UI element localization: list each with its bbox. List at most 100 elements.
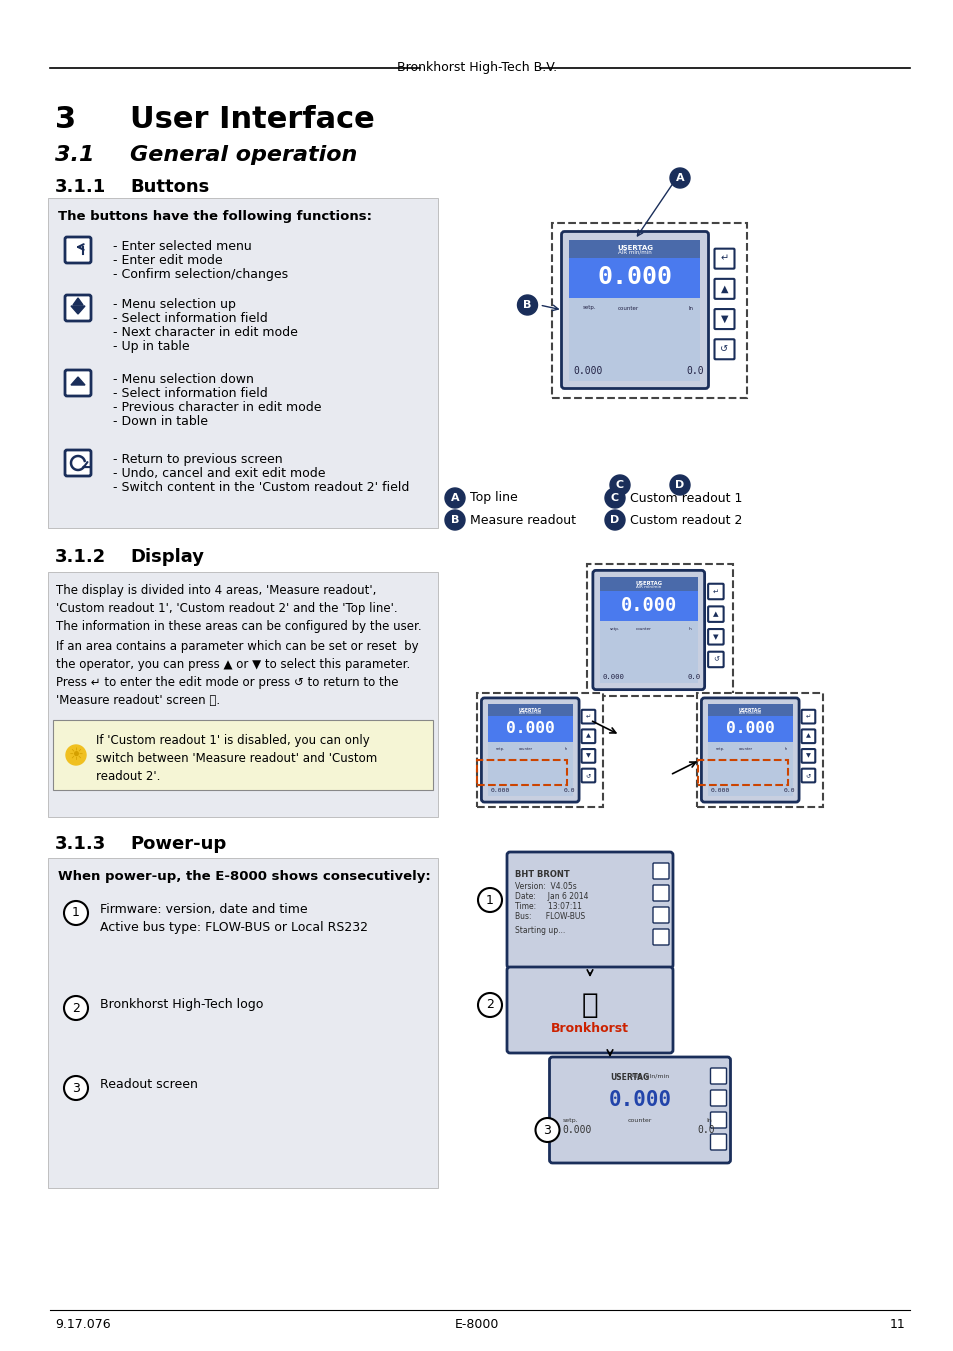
Text: The buttons have the following functions:: The buttons have the following functions… <box>58 209 372 223</box>
FancyBboxPatch shape <box>801 730 815 743</box>
Polygon shape <box>71 377 85 385</box>
Text: If an area contains a parameter which can be set or reset  by
the operator, you : If an area contains a parameter which ca… <box>56 640 418 707</box>
Text: 1: 1 <box>72 907 80 920</box>
Text: AIR mln/min: AIR mln/min <box>739 711 760 715</box>
FancyBboxPatch shape <box>586 565 732 696</box>
FancyBboxPatch shape <box>652 907 668 923</box>
Text: Starting up...: Starting up... <box>515 925 565 935</box>
Circle shape <box>64 996 88 1020</box>
Text: ▼: ▼ <box>720 313 727 324</box>
Text: Version:  V4.05s: Version: V4.05s <box>515 882 577 892</box>
Text: 0.000: 0.000 <box>710 788 729 793</box>
FancyBboxPatch shape <box>65 295 91 322</box>
FancyBboxPatch shape <box>696 693 822 807</box>
FancyBboxPatch shape <box>552 223 747 397</box>
Text: - Undo, cancel and exit edit mode: - Undo, cancel and exit edit mode <box>112 467 325 480</box>
Text: Buttons: Buttons <box>130 178 209 196</box>
Text: - Next character in edit mode: - Next character in edit mode <box>112 326 297 339</box>
Text: ↺: ↺ <box>585 773 591 778</box>
Text: setp.: setp. <box>496 747 505 751</box>
FancyBboxPatch shape <box>549 1056 730 1163</box>
Text: 0.0: 0.0 <box>687 674 700 680</box>
Text: counter: counter <box>635 627 651 631</box>
Text: ↵: ↵ <box>720 254 728 263</box>
Text: BHT BRONT: BHT BRONT <box>515 870 569 880</box>
Text: ▲: ▲ <box>720 284 727 295</box>
FancyBboxPatch shape <box>65 370 91 396</box>
Text: - Select information field: - Select information field <box>112 386 268 400</box>
Text: 1: 1 <box>485 893 494 907</box>
FancyBboxPatch shape <box>801 748 815 763</box>
Text: B: B <box>451 515 458 526</box>
FancyBboxPatch shape <box>707 651 723 667</box>
Text: B: B <box>523 300 531 309</box>
Circle shape <box>609 476 629 494</box>
Text: AIR mln/min: AIR mln/min <box>636 585 660 589</box>
Text: - Menu selection up: - Menu selection up <box>112 299 235 311</box>
Text: Custom readout 1: Custom readout 1 <box>629 492 741 504</box>
FancyBboxPatch shape <box>581 769 595 782</box>
FancyBboxPatch shape <box>581 730 595 743</box>
FancyBboxPatch shape <box>710 1112 726 1128</box>
Text: 🔸: 🔸 <box>581 992 598 1019</box>
Text: General operation: General operation <box>130 145 357 165</box>
Text: When power-up, the E-8000 shows consecutively:: When power-up, the E-8000 shows consecut… <box>58 870 431 884</box>
FancyBboxPatch shape <box>710 1090 726 1106</box>
Text: 0.0: 0.0 <box>783 788 795 793</box>
Text: 3.1: 3.1 <box>55 145 94 165</box>
Text: - Up in table: - Up in table <box>112 340 190 353</box>
FancyBboxPatch shape <box>487 704 572 716</box>
FancyBboxPatch shape <box>487 716 572 742</box>
FancyBboxPatch shape <box>707 716 792 742</box>
Text: setp.: setp. <box>609 627 618 631</box>
FancyBboxPatch shape <box>592 570 704 689</box>
Text: USERTAG: USERTAG <box>518 708 541 712</box>
Text: AIR mln/min: AIR mln/min <box>618 250 651 255</box>
Text: counter: counter <box>518 747 533 751</box>
FancyBboxPatch shape <box>714 249 734 269</box>
Text: 0.000: 0.000 <box>725 721 774 736</box>
Text: D: D <box>610 515 619 526</box>
Text: counter: counter <box>617 305 638 311</box>
Text: ln: ln <box>688 627 692 631</box>
Text: counter: counter <box>627 1119 652 1123</box>
Circle shape <box>517 295 537 315</box>
Text: counter: counter <box>739 747 752 751</box>
Circle shape <box>535 1119 558 1142</box>
FancyBboxPatch shape <box>652 929 668 944</box>
Text: USERTAG: USERTAG <box>610 1073 649 1082</box>
Text: USERTAG: USERTAG <box>635 581 661 586</box>
Text: ln: ln <box>688 305 693 311</box>
Circle shape <box>64 901 88 925</box>
Text: ↺: ↺ <box>805 773 810 778</box>
Text: 0.000: 0.000 <box>562 1125 591 1135</box>
Text: - Menu selection down: - Menu selection down <box>112 373 253 386</box>
Text: Bronkhorst: Bronkhorst <box>551 1021 628 1035</box>
Text: Date:     Jan 6 2014: Date: Jan 6 2014 <box>515 892 588 901</box>
Circle shape <box>604 488 624 508</box>
Text: 11: 11 <box>888 1319 904 1332</box>
FancyBboxPatch shape <box>599 620 698 682</box>
FancyBboxPatch shape <box>487 742 572 796</box>
FancyBboxPatch shape <box>714 309 734 330</box>
FancyBboxPatch shape <box>700 698 799 802</box>
Text: Top line: Top line <box>470 492 517 504</box>
FancyBboxPatch shape <box>506 967 672 1052</box>
Text: ↵: ↵ <box>712 589 719 594</box>
Text: Time:     13:07:11: Time: 13:07:11 <box>515 902 581 911</box>
Text: setp.: setp. <box>716 747 724 751</box>
Text: 0.0: 0.0 <box>686 366 703 377</box>
Text: 0.000: 0.000 <box>490 788 509 793</box>
Text: 3: 3 <box>72 1082 80 1094</box>
Circle shape <box>669 476 689 494</box>
FancyBboxPatch shape <box>801 709 815 724</box>
Text: Firmware: version, date and time
Active bus type: FLOW-BUS or Local RS232: Firmware: version, date and time Active … <box>100 902 368 934</box>
FancyBboxPatch shape <box>569 258 700 297</box>
Text: A: A <box>450 493 458 503</box>
Text: C: C <box>610 493 618 503</box>
FancyBboxPatch shape <box>714 339 734 359</box>
Circle shape <box>477 888 501 912</box>
Polygon shape <box>71 305 85 313</box>
Circle shape <box>444 509 464 530</box>
Circle shape <box>444 488 464 508</box>
